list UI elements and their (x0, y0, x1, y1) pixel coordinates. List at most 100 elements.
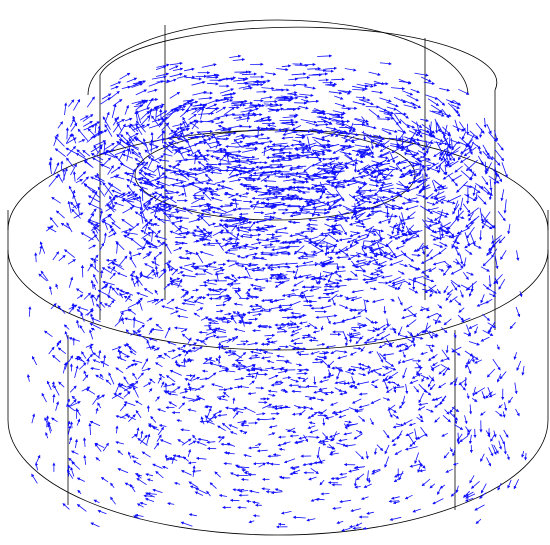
arrow (237, 344, 246, 345)
arrow (457, 181, 468, 192)
arrow (325, 212, 330, 213)
arrow (78, 490, 81, 494)
arrow (358, 374, 365, 376)
arrow (400, 218, 414, 221)
arrow (440, 225, 449, 230)
arrow (335, 114, 344, 115)
arrow (318, 442, 325, 444)
arrow (72, 462, 80, 470)
arrow (317, 177, 328, 178)
arrow (323, 418, 324, 425)
arrow (369, 72, 381, 75)
arrow (232, 317, 237, 323)
arrow (129, 452, 131, 458)
arrow (402, 359, 413, 362)
arrow (232, 115, 245, 116)
arrow (94, 284, 96, 290)
arrow (335, 103, 345, 106)
arrow (111, 497, 116, 504)
arrow (452, 347, 461, 352)
arrow (267, 338, 272, 340)
arrow (129, 125, 135, 132)
arrow (406, 432, 413, 435)
arrow (54, 134, 58, 146)
arrow (36, 253, 37, 262)
arrow (223, 100, 233, 103)
arrow (420, 119, 428, 121)
arrow (83, 121, 92, 126)
arrow (90, 424, 91, 435)
arrow (59, 255, 65, 260)
arrow (389, 214, 393, 224)
arrow (28, 375, 29, 382)
arrow (91, 368, 100, 369)
arrow (185, 296, 193, 301)
arrow (114, 203, 123, 206)
arrow (85, 310, 93, 315)
arrow (315, 359, 322, 360)
arrow (415, 429, 417, 440)
arrow (369, 351, 373, 353)
arrow (78, 505, 87, 512)
arrow (406, 447, 418, 450)
arrow (309, 477, 317, 480)
arrow (169, 216, 182, 217)
arrow (296, 173, 308, 174)
arrow (83, 375, 88, 381)
arrow (469, 324, 477, 328)
arrow (522, 451, 524, 457)
arrow (394, 502, 400, 504)
arrow (105, 112, 109, 123)
arrow (336, 286, 347, 287)
arrow (245, 106, 258, 108)
arrow (475, 388, 485, 394)
arrow (165, 328, 170, 339)
arrow (301, 134, 313, 136)
arrow (474, 185, 476, 195)
arrow (156, 472, 164, 479)
arrow (79, 363, 86, 369)
arrow (187, 176, 198, 179)
arrow (153, 428, 159, 431)
arrow (212, 290, 225, 291)
arrow (152, 231, 153, 242)
arrow (375, 253, 385, 257)
arrow (460, 436, 468, 442)
arrow (275, 489, 282, 491)
arrow (221, 346, 230, 347)
arrow (422, 258, 433, 264)
arrow (363, 275, 374, 279)
arrow (324, 375, 334, 378)
arrow (483, 284, 489, 289)
arrow (409, 288, 418, 293)
arrow (397, 110, 409, 119)
arrow (328, 361, 334, 367)
arrow (250, 206, 263, 208)
arrow (86, 389, 95, 394)
arrow (221, 244, 227, 247)
arrow (270, 241, 278, 242)
arrow (98, 403, 101, 408)
arrow (231, 432, 237, 434)
arrow (155, 252, 162, 258)
arrow (118, 451, 123, 455)
arrow (359, 416, 365, 421)
arrow (386, 338, 392, 347)
arrow (492, 156, 500, 165)
arrow (413, 276, 423, 279)
arrow (106, 380, 111, 385)
arrow (330, 118, 344, 122)
arrow (133, 253, 141, 256)
arrow (238, 162, 249, 164)
arrow (179, 194, 185, 196)
arrow (108, 166, 114, 175)
arrow (465, 351, 473, 356)
arrow (234, 209, 241, 210)
arrow (116, 156, 125, 166)
arrow (186, 253, 193, 254)
arrow (265, 368, 274, 369)
arrow (110, 82, 120, 86)
arrow (124, 377, 129, 384)
arrow (234, 387, 240, 388)
arrow (255, 444, 261, 446)
